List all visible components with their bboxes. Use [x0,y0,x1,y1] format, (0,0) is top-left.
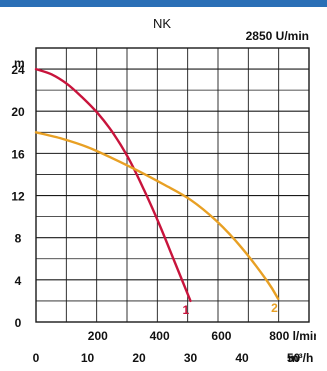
y-tick-label: 4 [15,274,22,288]
x-tick-label-m3h: 50 [287,351,301,365]
x-tick-label-m3h: 30 [184,351,198,365]
x-tick-label-lmin: 400 [150,329,170,343]
y-tick-label: 0 [15,316,22,330]
series-label-2: 2 [271,301,278,315]
y-tick-label: 12 [11,190,25,204]
x-tick-label-m3h: 20 [132,351,146,365]
x-tick-label-m3h: 40 [235,351,249,365]
series-line-2 [34,131,280,300]
y-tick-label: 20 [11,105,25,119]
series-layer [34,67,280,303]
x-tick-label-lmin: 600 [211,329,231,343]
x-tick-label-m3h: 0 [33,351,40,365]
x-tick-labels-lmin: 200 400 600 800 l/min [88,329,321,343]
series-line-1 [34,67,192,303]
x-unit-m3h: m³/h [288,351,313,365]
y-tick-label: 24 [11,63,25,77]
speed-label: 2850 U/min [246,29,309,43]
x-tick-label-lmin: 800 l/min [269,329,320,343]
y-axis-label: m [14,56,25,70]
x-tick-label-m3h: 10 [81,351,95,365]
grid [35,47,310,323]
y-tick-label: 16 [11,147,25,161]
side-strip [316,7,327,371]
chart-title: NK [153,16,171,31]
series-label-1: 1 [183,303,190,317]
x-tick-label-lmin: 200 [88,329,108,343]
y-tick-label: 8 [15,232,22,246]
y-tick-labels: 0 4 8 12 16 20 24 [11,63,25,330]
header-bar [0,0,327,7]
